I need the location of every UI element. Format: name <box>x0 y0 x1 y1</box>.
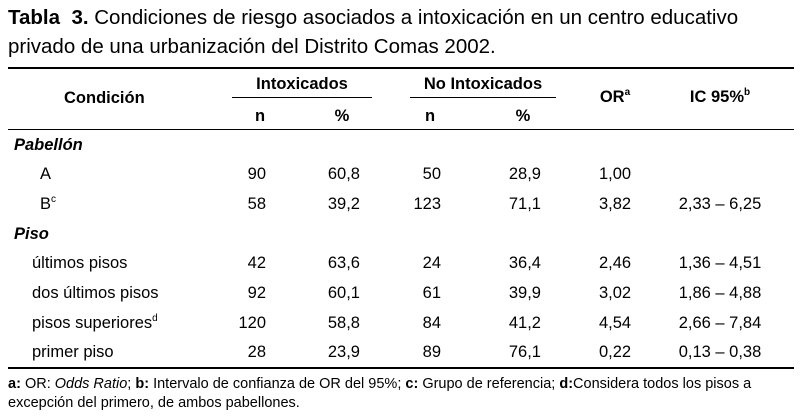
cell-n1: 120 <box>238 314 266 332</box>
row-label: dos últimos pisos <box>32 284 159 302</box>
cell-n1: 90 <box>247 165 266 183</box>
row-label: últimos pisos <box>32 254 128 272</box>
cell-n1: 58 <box>247 195 266 213</box>
cell-n1: 92 <box>247 284 266 302</box>
caption-number: 3. <box>71 6 89 29</box>
cell-n2: 24 <box>422 254 441 272</box>
cell-p2: 39,9 <box>508 284 541 302</box>
cell-p2: 41,2 <box>508 314 541 332</box>
cell-n1: 42 <box>247 254 266 272</box>
header-intoxicados: Intoxicados <box>256 75 348 93</box>
cell-n2: 50 <box>422 165 441 183</box>
cell-p2: 36,4 <box>508 254 541 272</box>
header-condicion: Condición <box>64 89 145 107</box>
table-footnote: a: OR: Odds Ratio; b: Intervalo de confi… <box>8 376 752 411</box>
cell-ic: 0,13 – 0,38 <box>678 343 762 361</box>
cell-p2: 76,1 <box>508 343 541 361</box>
cell-ic: 1,86 – 4,88 <box>678 284 762 302</box>
cell-ic: 2,33 – 6,25 <box>678 195 762 213</box>
header-pct-intoxicados: % <box>334 107 350 125</box>
row-label: A <box>40 165 52 183</box>
header-n-intoxicados: n <box>254 107 266 125</box>
no-intoxicados-underline <box>410 97 556 98</box>
cell-p1: 63,6 <box>327 254 360 272</box>
intoxicados-underline <box>232 97 372 98</box>
cell-n2: 89 <box>422 343 441 361</box>
cell-p1: 60,1 <box>327 284 360 302</box>
header-or: ORa <box>599 87 631 107</box>
cell-or: 2,46 <box>598 254 632 272</box>
row-label: primer piso <box>32 343 114 361</box>
cell-p1: 39,2 <box>327 195 360 213</box>
header-bottom-rule <box>8 129 794 130</box>
cell-n1: 28 <box>247 343 266 361</box>
cell-or: 4,54 <box>598 314 632 332</box>
header-no-intoxicados: No Intoxicados <box>423 75 543 93</box>
section-title-pabellon: Pabellón <box>14 136 83 154</box>
cell-p1: 58,8 <box>327 314 360 332</box>
cell-n2: 123 <box>413 195 441 213</box>
cell-p2: 28,9 <box>508 165 541 183</box>
cell-or: 1,00 <box>598 165 632 183</box>
cell-or: 3,82 <box>598 195 632 213</box>
bottom-rule <box>8 367 794 369</box>
cell-ic: 2,66 – 7,84 <box>678 314 762 332</box>
cell-ic: 1,36 – 4,51 <box>678 254 762 272</box>
section-title-piso: Piso <box>14 225 49 243</box>
cell-or: 3,02 <box>598 284 632 302</box>
cell-p2: 71,1 <box>508 195 541 213</box>
caption-text: Condiciones de riesgo asociados a intoxi… <box>8 6 739 58</box>
cell-n2: 84 <box>422 314 441 332</box>
caption-label: Tabla <box>8 6 61 29</box>
cell-p1: 23,9 <box>327 343 360 361</box>
cell-p1: 60,8 <box>327 165 360 183</box>
header-ic: IC 95%b <box>689 87 751 107</box>
cell-n2: 61 <box>422 284 441 302</box>
table-caption: Tabla 3. Condiciones de riesgo asociados… <box>8 3 794 61</box>
row-label: Bc <box>40 194 57 214</box>
top-rule <box>8 67 794 69</box>
row-label: pisos superioresd <box>32 313 158 333</box>
header-pct-no-intoxicados: % <box>515 107 531 125</box>
cell-or: 0,22 <box>598 343 632 361</box>
header-n-no-intoxicados: n <box>424 107 436 125</box>
